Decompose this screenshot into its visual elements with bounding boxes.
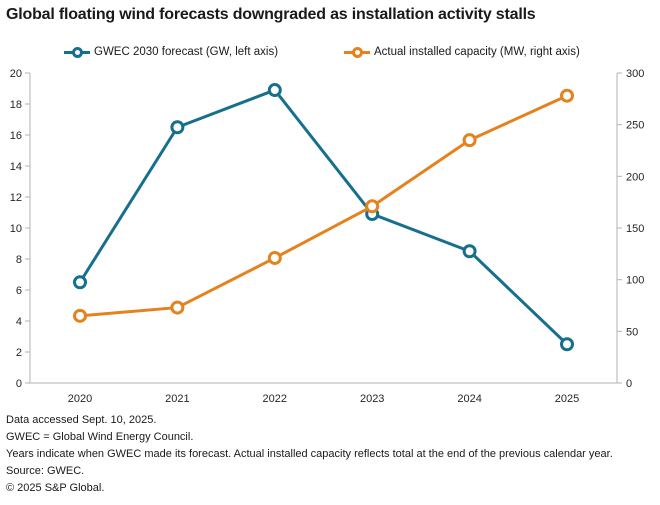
left-axis-tick-label: 20 <box>10 68 22 80</box>
left-axis-tick-label: 4 <box>16 316 22 328</box>
x-axis-year-label: 2020 <box>68 393 92 405</box>
left-axis-tick-label: 0 <box>16 378 22 390</box>
actual-data-point <box>365 199 380 214</box>
x-axis-year-label: 2022 <box>263 393 287 405</box>
x-axis-year-label: 2025 <box>555 393 579 405</box>
chart-footnotes: Data accessed Sept. 10, 2025. GWEC = Glo… <box>6 412 656 497</box>
forecast-data-point <box>462 244 477 259</box>
forecast-data-point <box>267 83 282 98</box>
left-axis-tick-label: 2 <box>16 347 22 359</box>
right-axis-tick-label: 300 <box>626 68 644 80</box>
footnote-methodology: Years indicate when GWEC made its foreca… <box>6 448 613 460</box>
left-axis-tick-label: 14 <box>10 161 22 173</box>
actual-data-point <box>267 250 282 265</box>
right-axis-tick-label: 0 <box>626 378 632 390</box>
forecast-line <box>78 88 569 346</box>
right-axis-tick-label: 150 <box>626 223 644 235</box>
left-axis-tick-label: 8 <box>16 254 22 266</box>
x-axis-year-label: 2021 <box>165 393 189 405</box>
actual-data-point <box>170 300 185 315</box>
x-axis-year-label: 2024 <box>457 393 481 405</box>
forecast-data-point <box>560 337 574 352</box>
right-axis-tick-label: 250 <box>626 120 644 132</box>
legend-item-forecast: GWEC 2030 forecast (GW, left axis) <box>64 44 278 60</box>
actual-line-marker-icon <box>344 46 370 58</box>
forecast-line-marker-icon <box>64 46 90 58</box>
chart-legend: GWEC 2030 forecast (GW, left axis) Actua… <box>0 44 660 60</box>
legend-label-actual: Actual installed capacity (MW, right axi… <box>374 46 580 58</box>
x-axis-year-label: 2023 <box>360 393 384 405</box>
forecast-data-point <box>73 275 87 290</box>
footnote-gwec-definition: GWEC = Global Wind Energy Council. <box>6 431 194 443</box>
axis-frame <box>29 73 618 384</box>
left-axis-tick-label: 10 <box>10 223 22 235</box>
legend-item-actual: Actual installed capacity (MW, right axi… <box>344 44 580 60</box>
actual-data-point <box>462 133 477 148</box>
right-axis-tick-label: 100 <box>626 275 644 287</box>
right-axis-tick-label: 200 <box>626 171 644 183</box>
actual-data-point <box>560 88 574 103</box>
actual-line <box>78 94 569 318</box>
left-axis-tick-label: 12 <box>10 192 22 204</box>
legend-label-forecast: GWEC 2030 forecast (GW, left axis) <box>94 46 279 58</box>
footnote-source: Source: GWEC. <box>6 465 85 477</box>
left-axis-tick-label: 6 <box>16 285 22 297</box>
chart-title: Global floating wind forecasts downgrade… <box>6 6 536 23</box>
forecast-data-point <box>170 120 185 135</box>
left-axis-tick-label: 18 <box>10 99 22 111</box>
right-axis-tick-label: 50 <box>626 326 638 338</box>
footnote-data-accessed: Data accessed Sept. 10, 2025. <box>6 414 157 426</box>
left-axis-tick-label: 16 <box>10 130 22 142</box>
footnote-copyright: © 2025 S&P Global. <box>6 482 105 494</box>
actual-data-point <box>73 308 87 323</box>
